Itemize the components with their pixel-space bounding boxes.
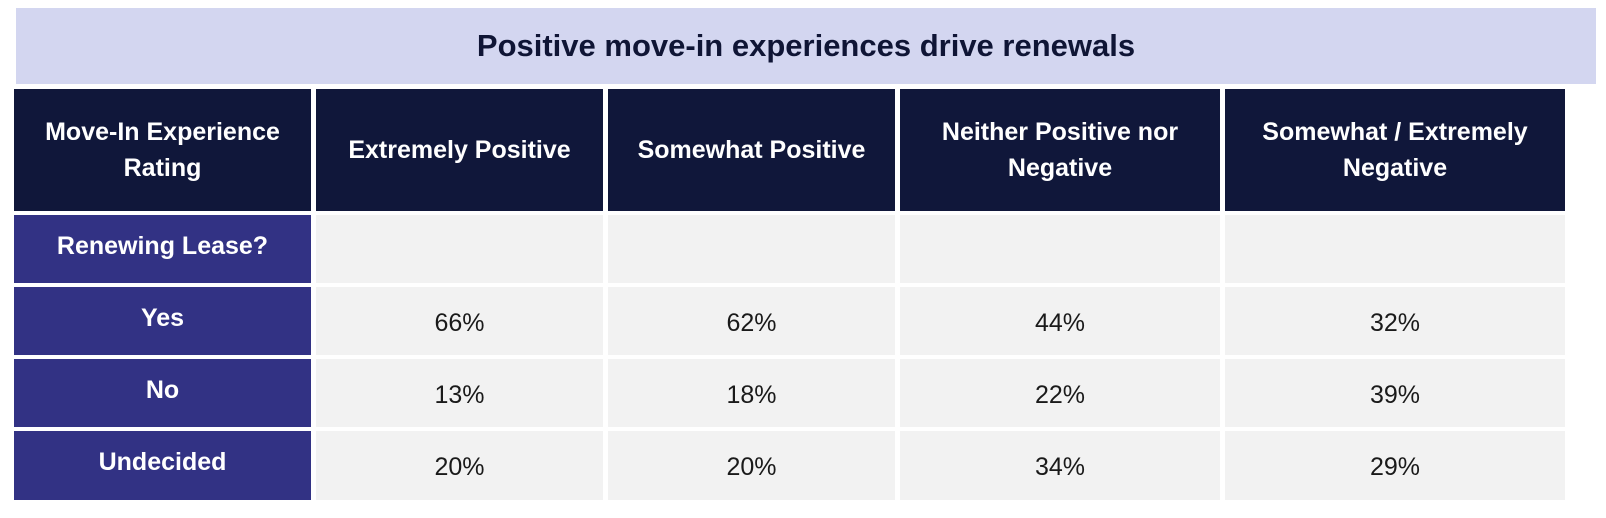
empty-cell <box>900 215 1220 283</box>
value-cell: 29% <box>1225 431 1565 500</box>
value-text: 20% <box>434 453 485 481</box>
value-cell: 62% <box>608 287 895 355</box>
empty-cell <box>1225 215 1565 283</box>
empty-cell <box>608 215 895 283</box>
value-text: 29% <box>1369 453 1421 481</box>
value-cell: 20% <box>608 431 895 500</box>
value-text: 18% <box>726 380 777 409</box>
value-text: 62% <box>726 308 777 337</box>
row-label-undecided: Undecided <box>14 431 311 500</box>
value-cell: 32% <box>1225 287 1565 355</box>
row-label-text: Yes <box>140 303 185 332</box>
value-text: 32% <box>1369 308 1421 337</box>
title-band: Positive move-in experiences drive renew… <box>16 8 1596 84</box>
row-label-yes: Yes <box>14 287 311 355</box>
row-label-no: No <box>14 359 311 427</box>
empty-cell <box>316 215 603 283</box>
value-text: 44% <box>1034 308 1086 337</box>
value-cell: 34% <box>900 431 1220 500</box>
header-neither: Neither Positive nor Negative <box>900 89 1220 211</box>
value-text: 39% <box>1369 380 1421 409</box>
value-cell: 13% <box>316 359 603 427</box>
value-cell: 20% <box>316 431 603 500</box>
value-cell: 66% <box>316 287 603 355</box>
header-row-label: Move-In Experience Rating <box>14 89 311 211</box>
table-title: Positive move-in experiences drive renew… <box>476 28 1136 63</box>
row-label-renewing-lease: Renewing Lease? <box>14 215 311 283</box>
row-label-text: No <box>145 375 180 404</box>
renewal-table: Move-In Experience Rating Extremely Posi… <box>14 89 1600 500</box>
value-text: 20% <box>726 453 777 481</box>
value-cell: 39% <box>1225 359 1565 427</box>
value-text: 34% <box>1034 453 1086 481</box>
header-somewhat-positive: Somewhat Positive <box>608 89 895 211</box>
value-cell: 22% <box>900 359 1220 427</box>
row-label-text: Renewing Lease? <box>56 231 269 260</box>
value-cell: 44% <box>900 287 1220 355</box>
value-cell: 18% <box>608 359 895 427</box>
value-text: 66% <box>434 308 485 337</box>
value-text: 13% <box>434 380 485 409</box>
value-text: 22% <box>1034 380 1086 409</box>
row-label-text: Undecided <box>98 448 227 476</box>
header-extremely-positive: Extremely Positive <box>316 89 603 211</box>
header-negative: Somewhat / Extremely Negative <box>1225 89 1565 211</box>
